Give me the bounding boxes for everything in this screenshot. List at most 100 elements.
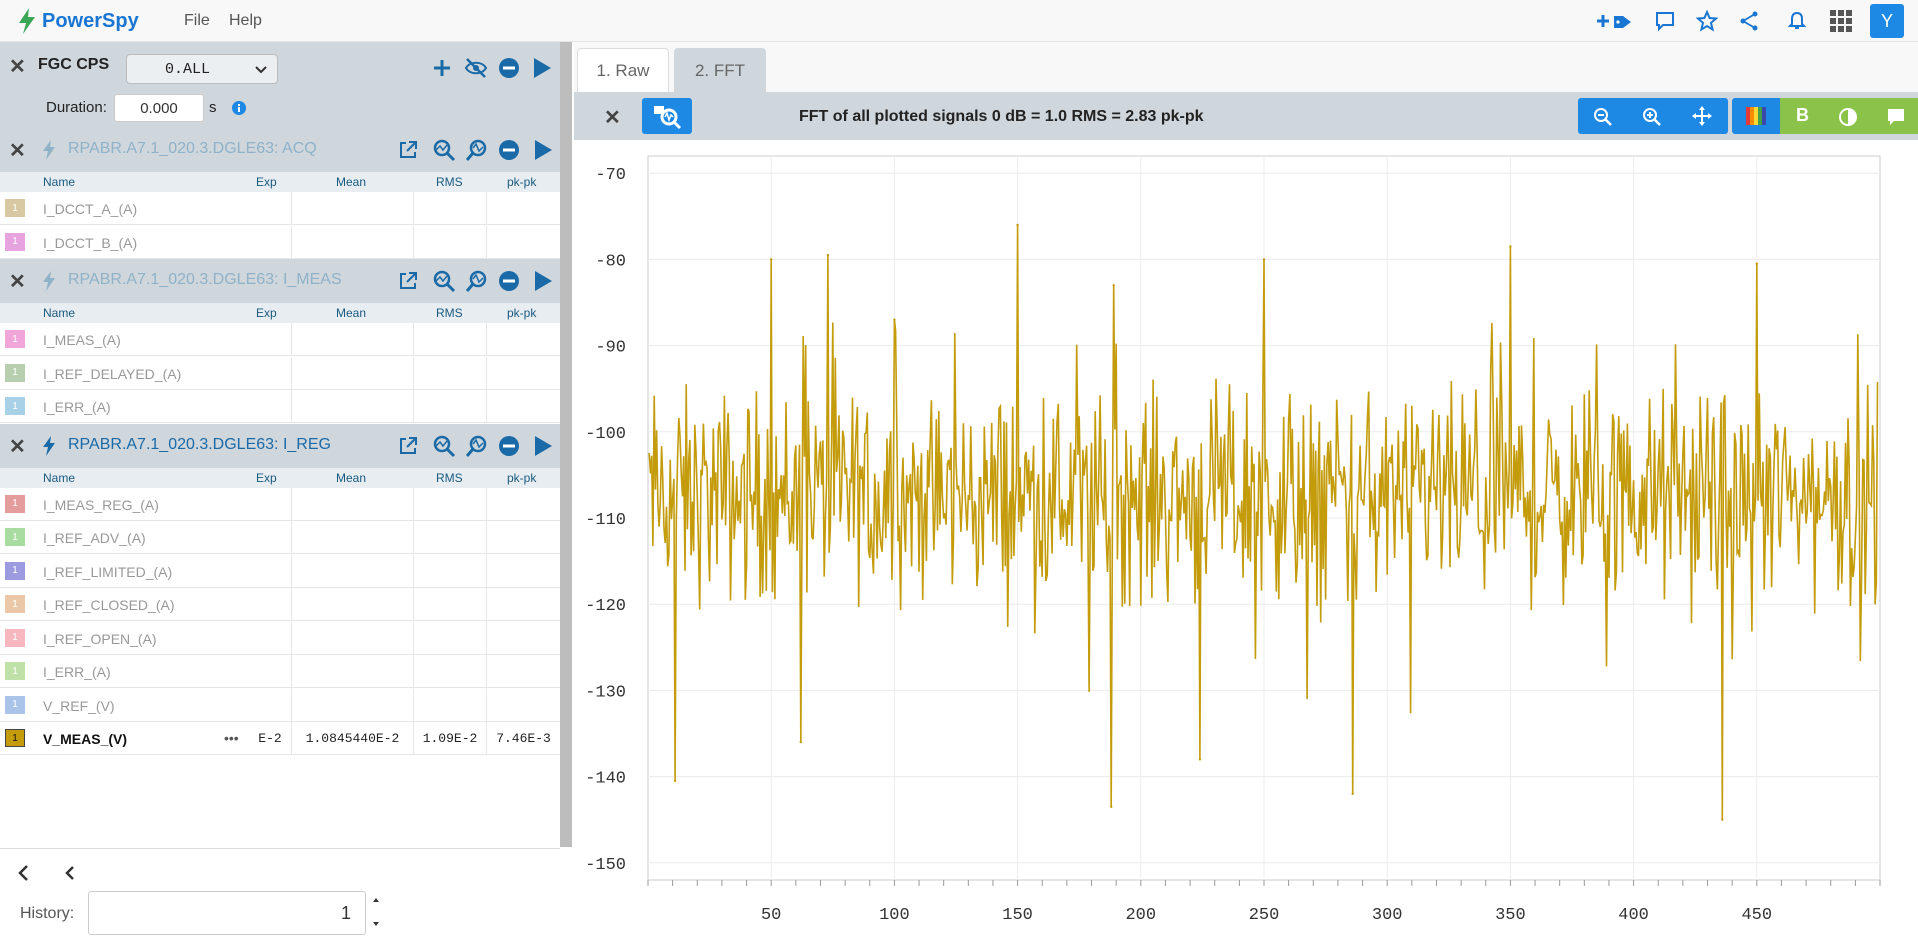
signal-pkpk xyxy=(486,390,560,423)
zoom-fit-icon[interactable] xyxy=(432,138,456,162)
signal-panel: ✕ FGC CPS 0.ALL Duration: 0.000 s ✕ RPABR… xyxy=(0,42,560,935)
remove-icon[interactable] xyxy=(495,54,523,82)
pan-icon[interactable] xyxy=(1692,106,1712,126)
menu-file[interactable]: File xyxy=(184,12,210,29)
series-color-swatch[interactable]: 1 xyxy=(5,232,25,251)
add-icon[interactable] xyxy=(428,54,456,82)
fft-peak-point xyxy=(1755,262,1759,265)
close-group-button[interactable]: ✕ xyxy=(9,271,26,293)
signal-row[interactable]: 1 V_MEAS_(V) ••• E-2 1.0845440E-2 1.09E-2 7.46… xyxy=(0,722,560,755)
signal-row[interactable]: 1 I_REF_OPEN_(A) xyxy=(0,621,560,655)
signal-row[interactable]: 1 I_REF_LIMITED_(A) xyxy=(0,554,560,588)
close-plot-button[interactable]: ✕ xyxy=(604,107,621,129)
signal-row[interactable]: 1 I_DCCT_B_(A) xyxy=(0,225,560,259)
fft-plot-svg[interactable]: -70 -80 -90 -100 -110 -120 -130 -140 -150 50 100 15… xyxy=(574,140,1918,935)
duration-input[interactable]: 0.000 xyxy=(114,94,204,122)
signal-exp xyxy=(250,555,290,588)
series-color-swatch[interactable]: 1 xyxy=(5,528,25,546)
signal-row[interactable]: 1 I_MEAS_(A) xyxy=(0,323,560,356)
signal-row[interactable]: 1 I_REF_ADV_(A) xyxy=(0,521,560,554)
comment-icon[interactable] xyxy=(1886,107,1906,127)
history-input[interactable]: 1 xyxy=(88,891,366,935)
share-icon[interactable] xyxy=(1736,8,1762,34)
play-icon[interactable] xyxy=(533,435,553,457)
series-color-swatch[interactable]: 1 xyxy=(5,729,25,747)
series-color-swatch[interactable]: 1 xyxy=(5,595,25,613)
comment-icon[interactable] xyxy=(1652,8,1678,34)
play-icon[interactable] xyxy=(533,270,553,292)
apps-grid-icon[interactable] xyxy=(1828,8,1854,34)
star-icon[interactable] xyxy=(1694,8,1720,34)
external-link-icon[interactable] xyxy=(398,436,418,456)
lightning-icon xyxy=(43,271,55,291)
fft-analyze-button[interactable] xyxy=(642,98,692,134)
bold-icon[interactable]: B xyxy=(1796,105,1809,125)
stepper-icon[interactable] xyxy=(371,895,381,929)
x-tick-label: 100 xyxy=(879,906,910,925)
x-tick-label: 350 xyxy=(1495,906,1526,925)
zoom-wave-icon[interactable] xyxy=(466,138,490,162)
zoom-wave-icon[interactable] xyxy=(466,269,490,293)
app-logo[interactable]: PowerSpy xyxy=(18,8,139,34)
series-color-swatch[interactable]: 1 xyxy=(5,494,25,513)
zoom-fit-icon[interactable] xyxy=(432,269,456,293)
col-mean: Mean xyxy=(336,306,367,320)
close-device-button[interactable]: ✕ xyxy=(9,56,26,78)
signal-name: I_REF_ADV_(A) xyxy=(43,530,146,546)
col-exp: Exp xyxy=(256,306,277,320)
remove-icon[interactable] xyxy=(498,270,520,292)
zoom-fit-icon[interactable] xyxy=(432,434,456,458)
series-color-swatch[interactable]: 1 xyxy=(5,397,25,415)
chevron-left-icon[interactable] xyxy=(64,865,76,881)
play-icon[interactable] xyxy=(528,54,556,82)
view-tabs: 1. Raw 2. FFT xyxy=(574,42,1918,92)
series-color-swatch[interactable]: 1 xyxy=(5,561,25,580)
user-avatar[interactable]: Y xyxy=(1870,4,1904,38)
signal-row[interactable]: 1 V_REF_(V) xyxy=(0,688,560,722)
series-color-swatch[interactable]: 1 xyxy=(5,662,25,680)
more-icon[interactable]: ••• xyxy=(224,730,239,746)
signal-rms xyxy=(413,356,486,390)
bell-icon[interactable] xyxy=(1784,8,1810,34)
series-color-swatch[interactable]: 1 xyxy=(5,199,25,217)
plot-toolbar: ✕ FFT of all plotted signals 0 dB = 1.0 … xyxy=(574,92,1918,140)
menu-help[interactable]: Help xyxy=(229,12,262,29)
add-tag-icon[interactable] xyxy=(1594,8,1634,34)
y-tick-label: -80 xyxy=(595,252,626,271)
signal-rms xyxy=(413,621,486,655)
play-icon[interactable] xyxy=(533,139,553,161)
device-name: FGC CPS xyxy=(38,56,110,73)
tab-raw[interactable]: 1. Raw xyxy=(577,48,669,92)
info-icon[interactable] xyxy=(231,100,247,116)
external-link-icon[interactable] xyxy=(398,271,418,291)
zoom-in-icon[interactable] xyxy=(1642,107,1662,127)
signal-row[interactable]: 1 I_REF_CLOSED_(A) xyxy=(0,588,560,621)
signal-rms xyxy=(413,323,486,356)
close-group-button[interactable]: ✕ xyxy=(9,435,26,458)
tab-fft[interactable]: 2. FFT xyxy=(674,48,766,92)
series-color-swatch[interactable]: 1 xyxy=(5,628,25,647)
contrast-icon[interactable] xyxy=(1838,107,1858,127)
series-color-swatch[interactable]: 1 xyxy=(5,695,25,714)
signal-pkpk xyxy=(486,655,560,688)
cycle-selector[interactable]: 0.ALL xyxy=(126,54,278,84)
signal-row[interactable]: 1 I_ERR_(A) xyxy=(0,655,560,688)
signal-row[interactable]: 1 I_DCCT_A_(A) xyxy=(0,192,560,225)
hide-icon[interactable] xyxy=(462,54,490,82)
series-color-swatch[interactable]: 1 xyxy=(5,330,25,348)
panel-splitter[interactable] xyxy=(560,42,572,847)
signal-row[interactable]: 1 I_ERR_(A) xyxy=(0,390,560,423)
signal-row[interactable]: 1 I_REF_DELAYED_(A) xyxy=(0,356,560,390)
fft-chart[interactable]: -70 -80 -90 -100 -110 -120 -130 -140 -150 50 100 15… xyxy=(574,140,1918,935)
zoom-out-icon[interactable] xyxy=(1593,107,1613,127)
close-group-button[interactable]: ✕ xyxy=(9,140,26,162)
remove-icon[interactable] xyxy=(498,139,520,161)
chevron-left-icon[interactable] xyxy=(16,863,32,883)
remove-icon[interactable] xyxy=(498,435,520,457)
signal-name: V_REF_(V) xyxy=(43,697,115,714)
series-color-swatch[interactable]: 1 xyxy=(5,363,25,382)
color-palette-button[interactable] xyxy=(1732,98,1780,134)
external-link-icon[interactable] xyxy=(398,140,418,160)
zoom-wave-icon[interactable] xyxy=(466,434,490,458)
signal-row[interactable]: 1 I_MEAS_REG_(A) xyxy=(0,487,560,521)
